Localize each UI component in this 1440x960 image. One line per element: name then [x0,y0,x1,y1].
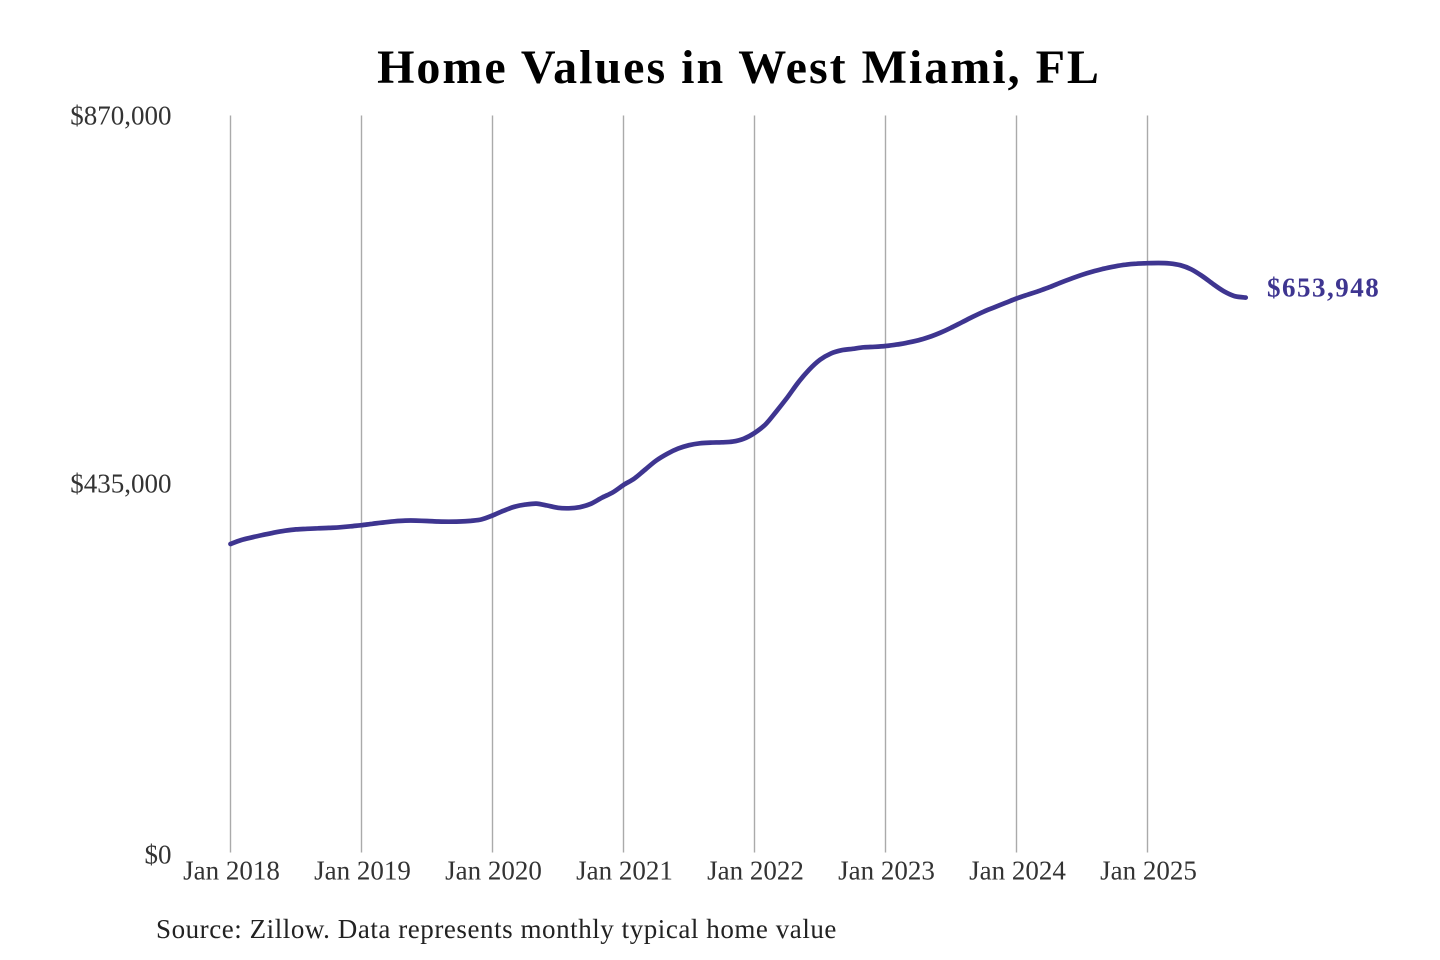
svg-text:Home Values in West Miami, FL: Home Values in West Miami, FL [377,41,1101,94]
svg-text:$653,948: $653,948 [1267,273,1380,303]
svg-text:$870,000: $870,000 [70,100,171,130]
svg-text:$435,000: $435,000 [70,469,171,499]
svg-text:Jan 2024: Jan 2024 [969,856,1066,886]
svg-text:Jan 2022: Jan 2022 [707,856,804,886]
svg-text:Jan 2019: Jan 2019 [314,856,411,886]
svg-text:Jan 2023: Jan 2023 [838,856,935,886]
svg-text:$0: $0 [145,840,172,870]
svg-text:Source: Zillow. Data represent: Source: Zillow. Data represents monthly … [156,914,837,944]
svg-text:Jan 2021: Jan 2021 [576,856,673,886]
svg-text:Jan 2025: Jan 2025 [1100,856,1197,886]
svg-text:Jan 2020: Jan 2020 [445,856,542,886]
svg-text:Jan 2018: Jan 2018 [183,856,280,886]
